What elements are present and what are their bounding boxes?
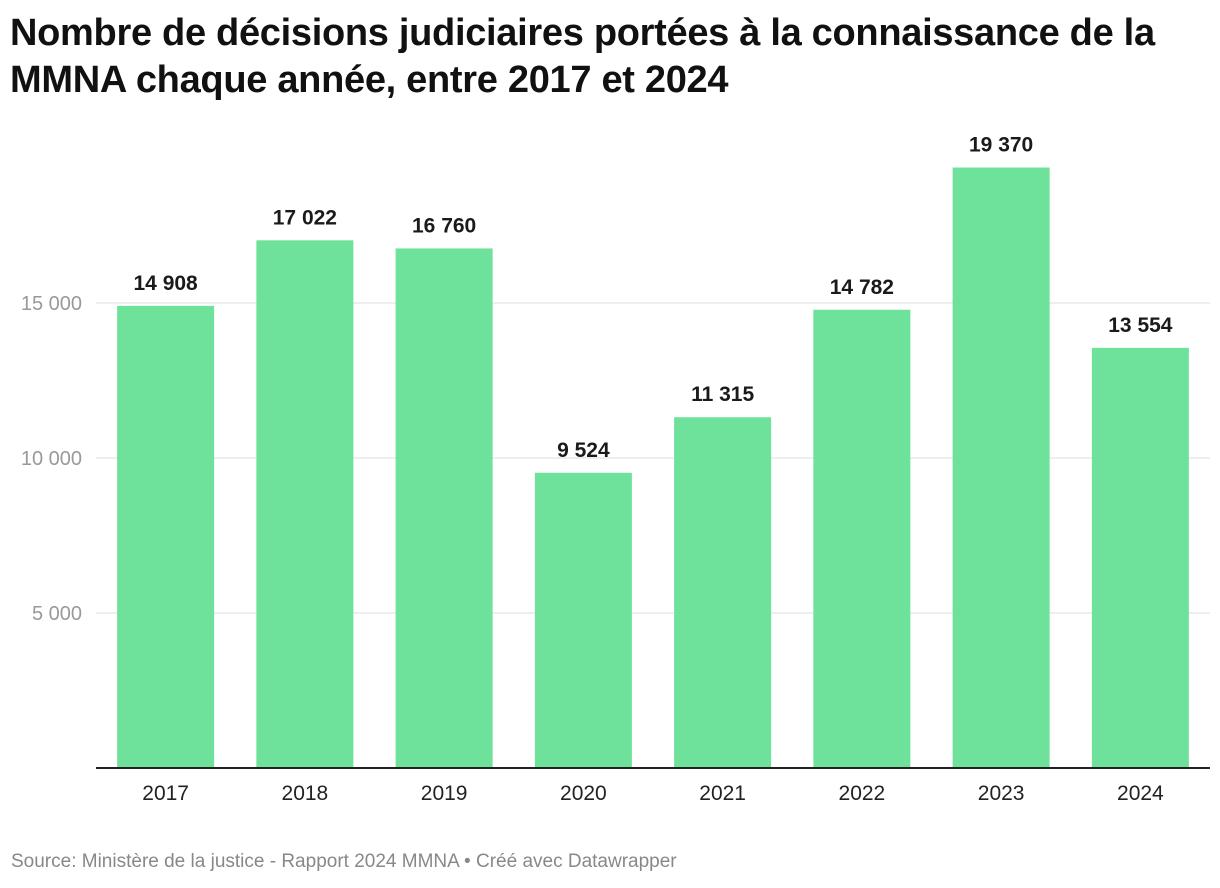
x-tick-label: 2020 bbox=[560, 782, 607, 805]
x-tick-label: 2022 bbox=[839, 782, 886, 805]
footer-separator: • bbox=[458, 851, 476, 872]
bar bbox=[813, 309, 911, 768]
x-tick-label: 2017 bbox=[142, 782, 189, 805]
chart-title: Nombre de décisions judiciaires portées … bbox=[10, 12, 1155, 101]
x-tick-label: 2023 bbox=[978, 782, 1025, 805]
bar-value-label: 9 524 bbox=[557, 439, 610, 462]
y-tick-label: 10 000 bbox=[21, 448, 82, 470]
y-tick-label: 15 000 bbox=[21, 293, 82, 315]
credit-note: Créé avec Datawrapper bbox=[475, 851, 677, 872]
bar bbox=[534, 472, 632, 768]
x-tick-label: 2021 bbox=[699, 782, 746, 805]
bar bbox=[1091, 347, 1189, 768]
x-tick-label: 2024 bbox=[1117, 782, 1164, 805]
y-tick-label: 5 000 bbox=[32, 603, 82, 625]
bars bbox=[117, 167, 1189, 768]
x-axis-ticks: 2017 2018 2019 2020 2021 2022 2023 2024 bbox=[142, 782, 1164, 805]
value-labels: 14 908 17 022 16 760 9 524 11 315 14 782 19 37… bbox=[134, 134, 1173, 462]
y-axis-ticks: 5 000 10 000 15 000 bbox=[21, 293, 82, 625]
bar-value-label: 16 760 bbox=[412, 214, 476, 237]
bar-value-label: 17 022 bbox=[273, 206, 337, 229]
bar-value-label: 14 782 bbox=[830, 276, 894, 299]
x-tick-label: 2018 bbox=[282, 782, 329, 805]
source-note: Source: Ministère de la justice - Rappor… bbox=[11, 851, 459, 872]
bar bbox=[256, 240, 354, 768]
chart-footer: Source: Ministère de la justice - Rappor… bbox=[11, 851, 677, 873]
bar-value-label: 13 554 bbox=[1108, 314, 1173, 337]
bar-chart: 5 000 10 000 15 000 14 908 17 022 16 760 9 52… bbox=[21, 134, 1210, 805]
x-tick-label: 2019 bbox=[421, 782, 468, 805]
bar bbox=[395, 248, 493, 768]
bar-value-label: 14 908 bbox=[134, 272, 199, 295]
bar-value-label: 19 370 bbox=[969, 134, 1033, 157]
bar bbox=[674, 417, 772, 768]
bar bbox=[117, 305, 215, 768]
bar-value-label: 11 315 bbox=[691, 383, 754, 406]
bar bbox=[952, 167, 1050, 768]
